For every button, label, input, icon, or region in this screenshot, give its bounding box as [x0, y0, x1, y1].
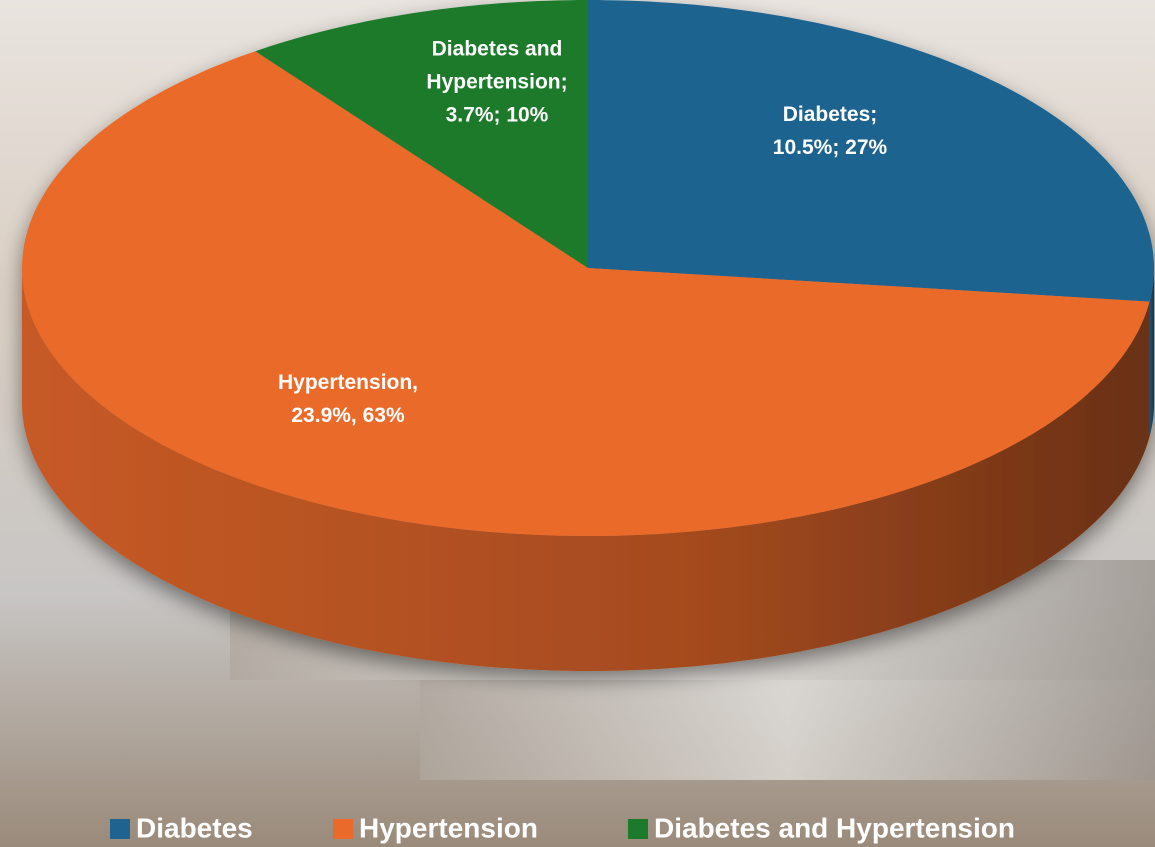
legend-swatch: [628, 819, 648, 839]
data-label: Hypertension,: [278, 371, 418, 394]
legend-label: Hypertension: [359, 812, 538, 843]
legend-swatch: [110, 819, 130, 839]
data-label: Diabetes;: [783, 103, 878, 126]
data-label: 10.5%; 27%: [773, 136, 888, 159]
legend-swatch: [333, 819, 353, 839]
legend-label: Diabetes: [136, 812, 253, 843]
pie-slice: [588, 0, 1154, 302]
pie-slice-side-shade: [22, 268, 1150, 671]
legend: Diabetes Hypertension Diabetes and Hyperte…: [110, 812, 1015, 843]
data-label: Diabetes and: [432, 38, 563, 61]
data-label: Hypertension;: [426, 71, 567, 94]
background-paper: [420, 680, 1155, 780]
data-label: 23.9%, 63%: [291, 404, 405, 427]
pie: [22, 0, 1154, 671]
pie-slice: [22, 51, 1150, 536]
pie-slice-side-shade: [1149, 268, 1154, 437]
data-label: 3.7%; 10%: [446, 104, 549, 127]
legend-label: Diabetes and Hypertension: [654, 812, 1015, 843]
labels: Diabetes; 10.5%; 27% Hypertension, 23.9%, 6…: [278, 38, 888, 428]
pie-slice: [255, 0, 589, 268]
